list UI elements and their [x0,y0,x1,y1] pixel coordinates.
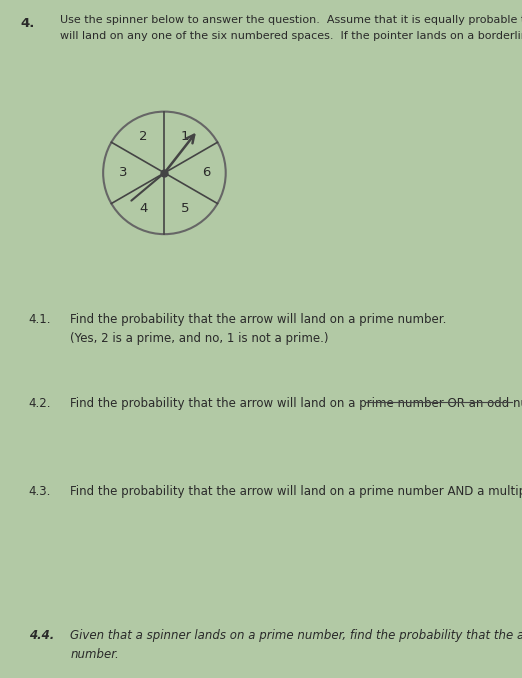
Text: 4.: 4. [21,17,35,30]
Text: Find the probability that the arrow will land on a prime number.: Find the probability that the arrow will… [70,313,447,326]
Text: 2: 2 [139,130,148,143]
Text: number.: number. [70,648,119,661]
Text: (Yes, 2 is a prime, and no, 1 is not a prime.): (Yes, 2 is a prime, and no, 1 is not a p… [70,332,329,345]
Text: Find the probability that the arrow will land on a prime number OR an odd number: Find the probability that the arrow will… [70,397,522,410]
Text: 5: 5 [181,203,189,216]
Text: 6: 6 [202,166,210,180]
Text: 4.2.: 4.2. [29,397,51,410]
Text: 1: 1 [181,130,189,143]
Text: Find the probability that the arrow will land on a prime number AND a multiple o: Find the probability that the arrow will… [70,485,522,498]
Text: Use the spinner below to answer the question.  Assume that it is equally probabl: Use the spinner below to answer the ques… [60,15,522,25]
Text: 4.1.: 4.1. [29,313,51,326]
Text: 4.4.: 4.4. [29,629,54,642]
Text: will land on any one of the six numbered spaces.  If the pointer lands on a bord: will land on any one of the six numbered… [60,31,522,41]
Text: 4.3.: 4.3. [29,485,51,498]
Text: 4: 4 [139,203,148,216]
Text: Given that a spinner lands on a prime number, find the probability that the arro: Given that a spinner lands on a prime nu… [70,629,522,642]
Text: 3: 3 [118,166,127,180]
